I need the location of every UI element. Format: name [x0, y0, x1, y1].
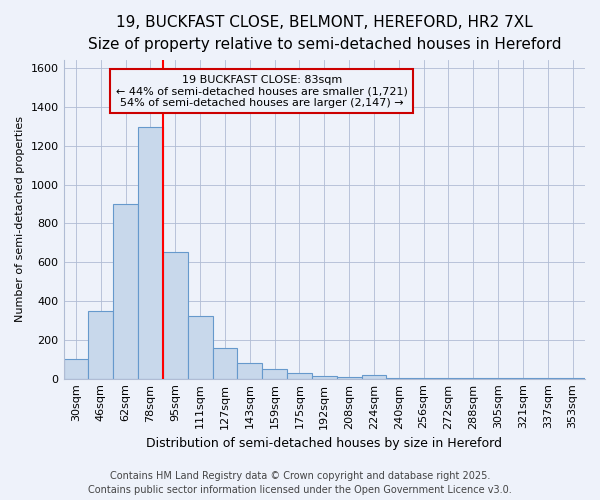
- Title: 19, BUCKFAST CLOSE, BELMONT, HEREFORD, HR2 7XL
Size of property relative to semi: 19, BUCKFAST CLOSE, BELMONT, HEREFORD, H…: [88, 15, 561, 52]
- Bar: [188, 316, 212, 378]
- Text: 19 BUCKFAST CLOSE: 83sqm
← 44% of semi-detached houses are smaller (1,721)
54% o: 19 BUCKFAST CLOSE: 83sqm ← 44% of semi-d…: [116, 74, 407, 108]
- Bar: [113, 204, 138, 378]
- Bar: [138, 128, 163, 378]
- Y-axis label: Number of semi-detached properties: Number of semi-detached properties: [15, 116, 25, 322]
- Bar: [362, 375, 386, 378]
- Bar: [337, 376, 362, 378]
- Bar: [88, 310, 113, 378]
- Text: Contains HM Land Registry data © Crown copyright and database right 2025.
Contai: Contains HM Land Registry data © Crown c…: [88, 471, 512, 495]
- Bar: [212, 348, 238, 378]
- Bar: [312, 376, 337, 378]
- X-axis label: Distribution of semi-detached houses by size in Hereford: Distribution of semi-detached houses by …: [146, 437, 502, 450]
- Bar: [238, 363, 262, 378]
- Bar: [64, 360, 88, 378]
- Bar: [287, 374, 312, 378]
- Bar: [163, 252, 188, 378]
- Bar: [262, 370, 287, 378]
